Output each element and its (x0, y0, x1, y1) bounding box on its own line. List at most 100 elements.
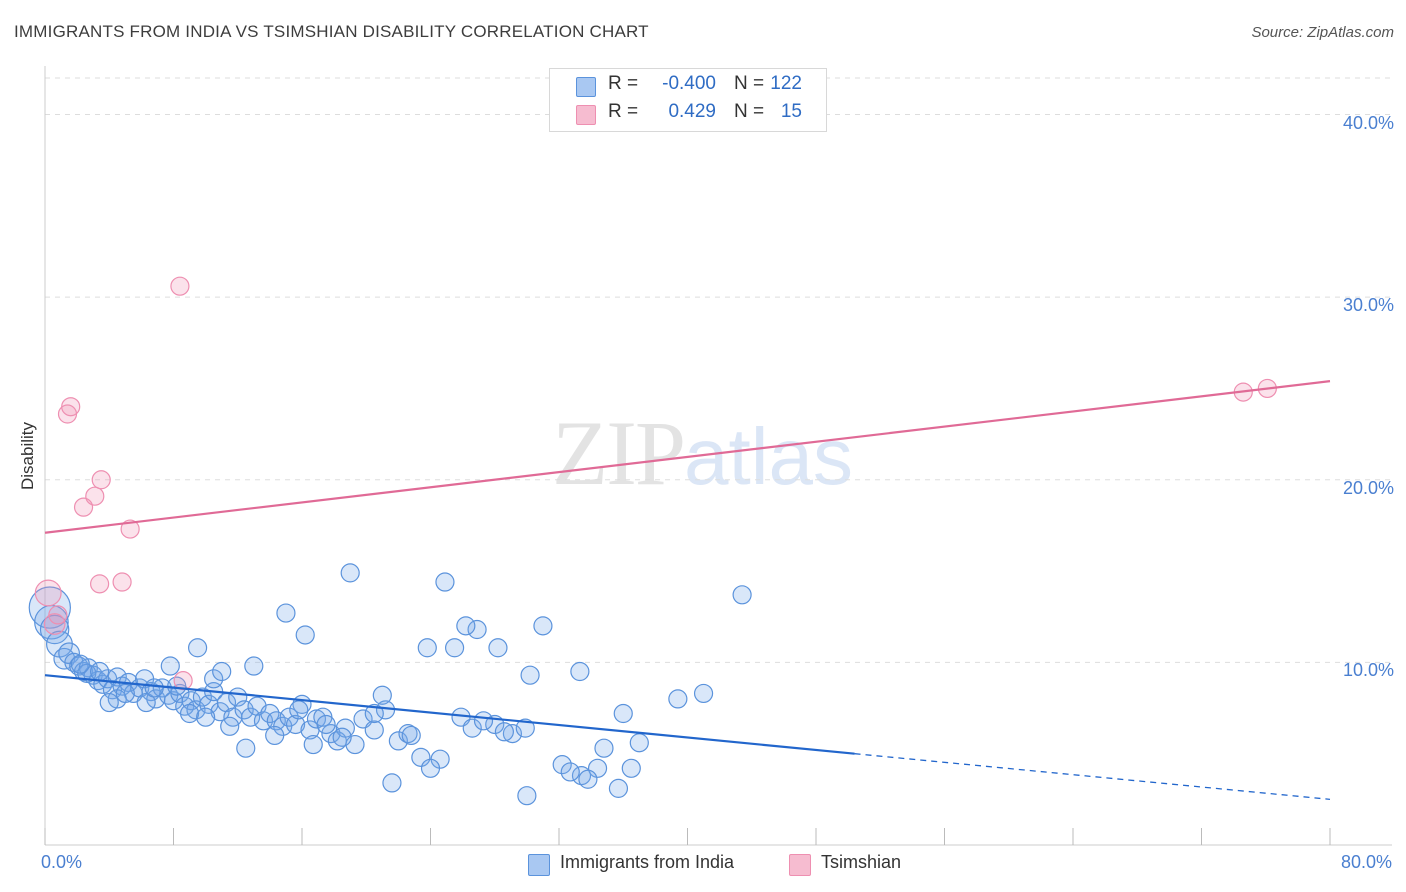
india-point (234, 700, 254, 720)
india-point (621, 758, 641, 778)
india-point (608, 778, 629, 798)
tsimshian-n-label: N = (734, 101, 765, 122)
india-point (136, 692, 156, 713)
india-point (629, 733, 649, 753)
chart-title: IMMIGRANTS FROM INDIA VS TSIMSHIAN DISAB… (14, 22, 649, 41)
tsimshian-point (48, 605, 68, 625)
india-point (520, 665, 540, 685)
tsimshian-point (91, 470, 111, 490)
x-tick-label: 80.0% (1340, 852, 1392, 872)
india-point (187, 638, 208, 658)
india-point (444, 638, 465, 658)
tsimshian-point (90, 574, 110, 594)
india-point (693, 683, 714, 704)
india-n-value: 122 (770, 73, 802, 94)
india-r-value: -0.400 (662, 73, 716, 94)
india-point (732, 585, 752, 605)
india-point (473, 711, 494, 731)
india-points (28, 563, 752, 806)
axis-layer (44, 66, 1392, 846)
india-point (364, 703, 384, 724)
y-tick-label: 30.0% (1342, 295, 1394, 316)
india-point (340, 563, 360, 583)
india-point (260, 703, 280, 724)
india-n-label: N = (734, 73, 765, 94)
india-point (578, 769, 598, 789)
india-point (364, 720, 384, 740)
tsimshian-point (170, 276, 190, 296)
india-point (244, 656, 264, 676)
tsimshian-r-value: 0.429 (668, 101, 716, 122)
india-point (372, 685, 392, 705)
india-point (295, 625, 315, 645)
watermark-atlas: atlas (684, 412, 853, 501)
legend-swatch-india (528, 854, 550, 876)
y-axis-label: Disability (18, 421, 37, 491)
tsimshian-point (120, 519, 140, 539)
india-point (420, 758, 441, 778)
india-point (99, 692, 119, 713)
india-point (285, 714, 306, 735)
india-point (279, 707, 299, 727)
india-point (411, 747, 431, 767)
india-point (90, 661, 110, 682)
india-point (494, 722, 514, 742)
india-point (212, 661, 232, 682)
tsimshian-point (85, 486, 105, 506)
tsimshian-points (34, 276, 1277, 691)
x-tick-label: 0.0% (41, 852, 83, 872)
india-point (668, 689, 688, 709)
india-point (467, 619, 487, 640)
tsimshian-r-label: R = (608, 101, 639, 122)
india-swatch (576, 77, 596, 97)
tsimshian-n-value: 15 (780, 101, 802, 122)
india-point (179, 703, 200, 724)
india-point (289, 700, 309, 720)
india-r-label: R = (608, 73, 639, 94)
india-point (160, 656, 180, 676)
india-point (196, 707, 216, 727)
india-point (144, 678, 164, 698)
india-point (552, 755, 572, 775)
watermark-zip: ZIP (552, 402, 686, 504)
india-point (613, 703, 633, 724)
watermark: ZIPatlas (552, 400, 853, 506)
grid-layer (45, 77, 1392, 663)
india-point (321, 724, 341, 744)
india-point (488, 638, 508, 658)
tsimshian-swatch (576, 105, 596, 125)
india-point (560, 762, 580, 782)
india-point (456, 616, 476, 636)
india-point (115, 683, 135, 704)
tsimshian-point (61, 397, 81, 417)
india-point (265, 725, 285, 746)
y-tick-label: 40.0% (1342, 112, 1394, 133)
y-tick-label: 20.0% (1342, 477, 1394, 498)
source-label: Source: ZipAtlas.com (1251, 24, 1394, 41)
trend-layer (44, 380, 1331, 800)
india-point (571, 766, 592, 786)
y-tick-label: 10.0% (1342, 660, 1394, 681)
india-point (276, 603, 296, 623)
india-point (401, 725, 421, 746)
india-point (332, 727, 352, 747)
legend-swatch-tsimshian (789, 854, 811, 876)
india-point (316, 714, 336, 735)
india-trendline-extension (854, 753, 1331, 800)
india-point (398, 724, 418, 744)
legend-label-india: Immigrants from India (560, 852, 735, 872)
india-point (306, 709, 327, 729)
india-point (303, 734, 323, 755)
india-point (204, 669, 224, 689)
india-point (382, 773, 402, 793)
india-point (220, 716, 240, 736)
india-point (517, 786, 537, 806)
india-point (515, 718, 535, 738)
india-point (192, 687, 213, 707)
india-point (570, 661, 590, 682)
india-point (462, 718, 482, 738)
india-point (417, 638, 437, 658)
india-trendline (44, 674, 855, 755)
tsimshian-trendline (44, 380, 1331, 534)
